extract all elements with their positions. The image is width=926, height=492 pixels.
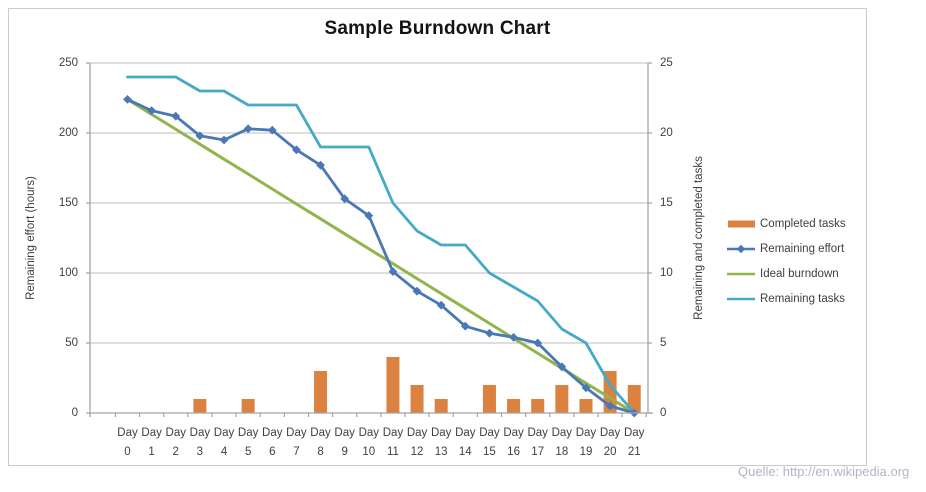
bar-completed-tasks [241,399,255,413]
x-axis-tick-label: Day 5 [237,427,259,458]
line-remaining-effort [126,98,636,415]
bar-completed-tasks [482,385,496,413]
marker-remaining-effort [364,211,374,220]
marker-remaining-effort [412,286,422,296]
marker-remaining-effort [460,321,470,331]
x-axis-tick-label: Day 11 [382,427,404,458]
marker-remaining-effort [388,267,398,276]
marker-remaining-effort [292,145,301,155]
legend-item-ideal-burndown: Ideal burndown [727,261,846,286]
bar-completed-tasks [193,399,207,413]
bar-completed-tasks [627,385,641,413]
bar-completed-tasks [531,399,545,413]
marker-remaining-effort [485,328,494,338]
legend-label: Completed tasks [760,217,846,230]
chart-frame [8,8,867,466]
marker-remaining-effort [243,124,253,134]
x-axis-tick-label: Day 10 [358,427,380,458]
right-axis-tick-label: 20 [660,126,673,139]
marker-remaining-effort [123,95,132,104]
right-axis-tick-label: 25 [660,56,673,69]
marker-remaining-effort [340,194,350,204]
x-axis-tick-label: Day 21 [623,427,645,458]
x-axis-tick-label: Day 9 [334,427,355,458]
x-axis-tick-label: Day 18 [551,427,573,458]
bar-completed-tasks [386,357,400,413]
marker-remaining-effort [533,338,543,348]
x-axis-tick-label: Day 19 [575,427,597,458]
x-axis-tick-label: Day 4 [213,427,235,458]
x-axis-tick-label: Day 15 [479,427,500,458]
bar-completed-tasks [507,399,521,413]
line-ideal-burndown [126,97,636,415]
marker-remaining-effort [605,401,615,411]
bar-completed-tasks [410,385,424,413]
left-axis-tick-label: 50 [65,336,78,349]
legend: Completed tasks Remaining effort Ideal bur… [727,211,846,311]
right-axis-tick-label: 5 [660,336,667,349]
right-axis-tick-label: 10 [660,266,673,279]
marker-remaining-effort [509,333,518,342]
x-axis-tick-label: Day 20 [599,427,621,458]
x-axis-tick-label: Day 12 [406,427,428,458]
x-axis-tick-label: Day 17 [527,427,548,458]
left-axis-tick-label: 250 [58,56,78,69]
x-axis-tick-label: Day 8 [310,427,331,458]
marker-remaining-effort [267,125,277,135]
bar-swatch-icon [728,220,755,227]
left-axis-tick-label: 150 [58,196,78,209]
right-axis-tick-label: 0 [660,406,667,419]
line-swatch-icon [727,272,755,275]
line-swatch-icon [727,244,755,253]
x-axis-tick-label: Day 3 [189,427,211,458]
bar-completed-tasks [579,399,593,413]
left-axis-tick-label: 200 [58,126,78,139]
x-axis-tick-label: Day 0 [117,427,138,458]
marker-remaining-effort [147,106,157,115]
legend-label: Remaining effort [760,242,845,255]
x-axis-tick-label: Day 16 [503,427,524,458]
x-axis-tick-label: Day 2 [165,427,186,458]
bar-completed-tasks [555,385,569,413]
marker-remaining-effort [171,111,181,121]
x-axis-tick-label: Day 6 [262,427,283,458]
x-axis-tick-label: Day 13 [430,427,452,458]
line-remaining-tasks [126,75,636,415]
marker-remaining-effort [436,300,446,310]
marker-remaining-effort [581,383,591,393]
bar-completed-tasks [314,371,328,413]
chart-title: Sample Burndown Chart [324,18,551,39]
legend-label: Remaining tasks [760,292,846,305]
legend-label: Ideal burndown [760,267,839,280]
x-axis-tick-label: Day 7 [286,427,307,458]
x-axis-tick-label: Day 1 [141,427,162,458]
legend-item-remaining-tasks: Remaining tasks [727,286,846,311]
source-watermark: Quelle: http://en.wikipedia.org [738,464,910,479]
left-axis-tick-label: 0 [71,406,78,419]
legend-item-completed-tasks: Completed tasks [727,211,846,236]
marker-remaining-effort [195,131,205,141]
right-axis-tick-label: 15 [660,196,673,209]
bar-completed-tasks [434,399,448,413]
marker-remaining-effort [219,135,229,145]
marker-remaining-effort [316,160,325,170]
legend-item-remaining-effort: Remaining effort [727,236,846,261]
left-axis-tick-label: 100 [58,266,78,279]
line-swatch-icon [727,297,755,300]
x-axis-tick-label: Day 14 [455,427,476,458]
marker-remaining-effort [557,362,567,372]
